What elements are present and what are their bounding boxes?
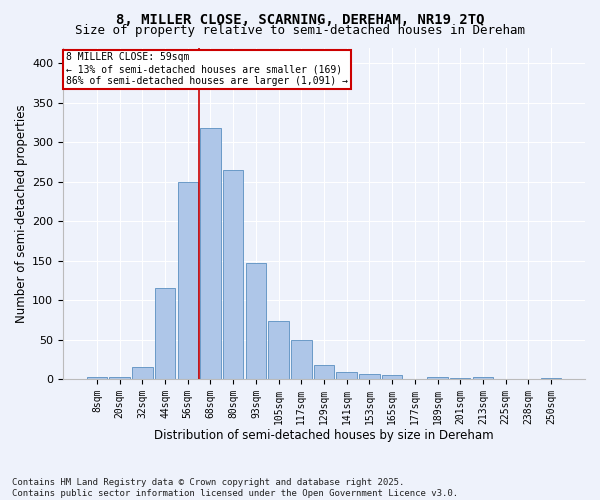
Y-axis label: Number of semi-detached properties: Number of semi-detached properties bbox=[15, 104, 28, 322]
Bar bbox=[382, 375, 403, 379]
Bar bbox=[87, 378, 107, 379]
Bar bbox=[155, 288, 175, 379]
Bar bbox=[314, 365, 334, 379]
Bar bbox=[541, 378, 561, 379]
Bar bbox=[223, 170, 244, 379]
Bar bbox=[200, 128, 221, 379]
Bar bbox=[268, 322, 289, 379]
Text: Contains HM Land Registry data © Crown copyright and database right 2025.
Contai: Contains HM Land Registry data © Crown c… bbox=[12, 478, 458, 498]
Bar bbox=[337, 372, 357, 379]
Text: 8, MILLER CLOSE, SCARNING, DEREHAM, NR19 2TQ: 8, MILLER CLOSE, SCARNING, DEREHAM, NR19… bbox=[116, 12, 484, 26]
Bar bbox=[359, 374, 380, 379]
Bar bbox=[473, 376, 493, 379]
X-axis label: Distribution of semi-detached houses by size in Dereham: Distribution of semi-detached houses by … bbox=[154, 430, 494, 442]
Bar bbox=[427, 378, 448, 379]
Bar bbox=[450, 378, 470, 379]
Text: Size of property relative to semi-detached houses in Dereham: Size of property relative to semi-detach… bbox=[75, 24, 525, 37]
Text: 8 MILLER CLOSE: 59sqm
← 13% of semi-detached houses are smaller (169)
86% of sem: 8 MILLER CLOSE: 59sqm ← 13% of semi-deta… bbox=[65, 52, 347, 86]
Bar bbox=[178, 182, 198, 379]
Bar bbox=[245, 263, 266, 379]
Bar bbox=[109, 378, 130, 379]
Bar bbox=[132, 367, 152, 379]
Bar bbox=[291, 340, 311, 379]
